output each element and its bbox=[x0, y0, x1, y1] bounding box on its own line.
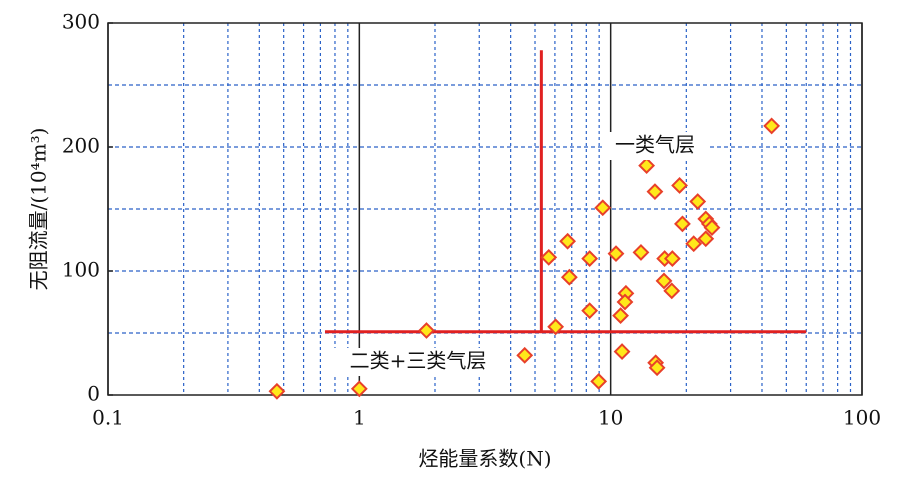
point bbox=[581, 302, 599, 320]
y-tick-label: 200 bbox=[62, 134, 100, 158]
point bbox=[663, 282, 681, 300]
point bbox=[616, 293, 634, 311]
point bbox=[516, 346, 534, 364]
x-tick-label: 0.1 bbox=[92, 406, 124, 430]
point bbox=[612, 307, 629, 325]
point bbox=[547, 318, 565, 336]
plot-frame bbox=[107, 22, 863, 396]
point bbox=[350, 380, 368, 398]
x-tick-label: 100 bbox=[843, 406, 881, 430]
point bbox=[763, 117, 781, 135]
point bbox=[674, 215, 691, 233]
annotation-bg bbox=[603, 132, 707, 160]
point bbox=[590, 372, 608, 390]
point bbox=[540, 248, 558, 266]
y-axis-label: 无阻流量/(10⁴m³) bbox=[27, 128, 51, 291]
point bbox=[632, 243, 650, 261]
annotation: 二类+三类气层 bbox=[350, 349, 487, 373]
point bbox=[559, 232, 577, 250]
point bbox=[638, 157, 656, 175]
annotation-bg bbox=[328, 348, 508, 376]
annotation: 一类气层 bbox=[615, 133, 695, 157]
x-axis-label: 烃能量系数(N) bbox=[418, 447, 551, 471]
point bbox=[646, 183, 664, 201]
point bbox=[685, 235, 703, 253]
point bbox=[268, 382, 286, 400]
point bbox=[655, 272, 673, 290]
point bbox=[607, 245, 625, 263]
point bbox=[663, 250, 681, 268]
point bbox=[671, 177, 688, 194]
x-tick-label: 1 bbox=[353, 406, 366, 430]
point bbox=[613, 343, 631, 361]
y-tick-label: 100 bbox=[62, 258, 100, 282]
point bbox=[581, 250, 599, 268]
point bbox=[594, 199, 612, 217]
x-tick-label: 10 bbox=[598, 406, 623, 430]
point bbox=[703, 219, 721, 237]
point bbox=[689, 193, 707, 210]
point bbox=[418, 322, 435, 339]
point bbox=[560, 268, 578, 286]
y-tick-label: 0 bbox=[87, 382, 100, 406]
y-tick-label: 300 bbox=[62, 10, 100, 34]
point bbox=[697, 230, 715, 248]
point bbox=[648, 359, 666, 377]
